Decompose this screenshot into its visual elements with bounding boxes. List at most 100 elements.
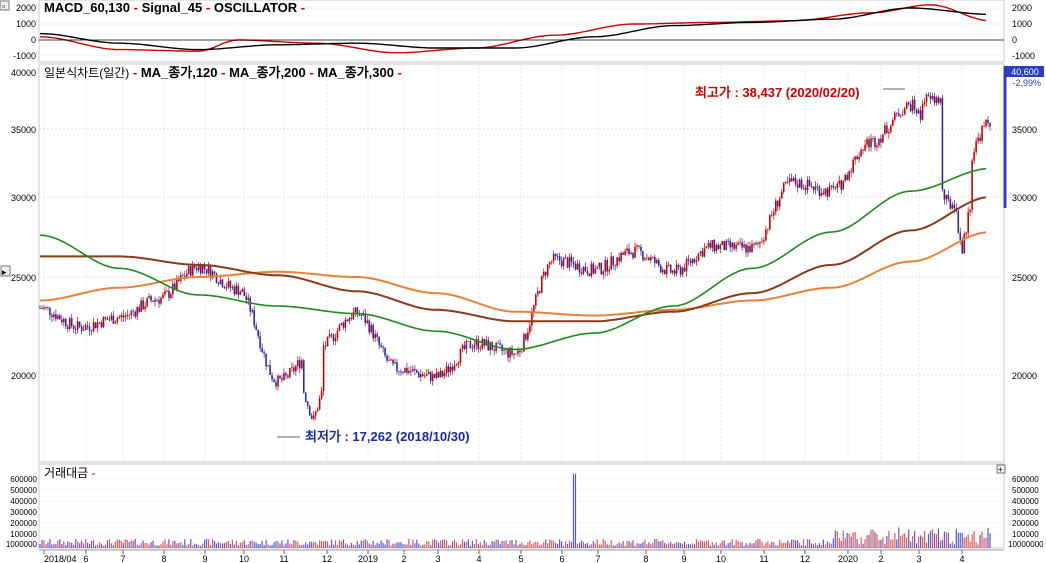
volume-bar	[549, 539, 551, 548]
volume-bar	[223, 542, 226, 548]
volume-bar	[445, 540, 448, 548]
candle-body	[418, 372, 420, 378]
volume-bar	[487, 545, 489, 548]
volume-bar	[301, 544, 303, 548]
volume-bar	[967, 534, 969, 548]
candle-body	[628, 248, 630, 255]
volume-bar	[293, 540, 295, 548]
candle-body	[207, 265, 210, 274]
candle-body	[763, 240, 765, 242]
volume-bar	[370, 544, 372, 548]
volume-bar	[47, 542, 49, 548]
volume-bar	[614, 545, 616, 548]
candle-body	[289, 368, 291, 378]
volume-bar	[311, 541, 313, 548]
volume-bar	[864, 539, 866, 548]
candle-body	[366, 320, 369, 323]
volume-bar	[977, 544, 979, 548]
volume-bar	[283, 544, 285, 548]
volume-bar	[572, 473, 575, 548]
volume-bar	[838, 537, 840, 548]
candle-body	[846, 175, 849, 180]
volume-bar	[394, 543, 396, 548]
candle-body	[84, 325, 87, 330]
volume-bar	[196, 544, 198, 548]
candle-body	[51, 315, 53, 318]
candle-body	[844, 175, 847, 181]
volume-bar	[455, 542, 458, 548]
candle-body	[195, 267, 198, 271]
volume-bar	[681, 543, 684, 548]
volume-bar	[432, 539, 434, 548]
candle-body	[285, 373, 287, 376]
candle-body	[120, 315, 123, 318]
candle-body	[933, 96, 936, 103]
candle-body	[961, 239, 964, 254]
volume-bar	[664, 542, 666, 548]
candle-body	[209, 265, 212, 279]
candle-body	[441, 370, 444, 377]
panel-resize-icon[interactable]: ▸	[0, 265, 11, 277]
candle-body	[703, 247, 706, 257]
candle-body	[463, 345, 466, 349]
volume-bar	[828, 542, 830, 548]
candle-body	[247, 297, 250, 301]
volume-bar	[467, 539, 469, 548]
volume-bar	[299, 544, 301, 548]
candle-body	[297, 360, 299, 367]
volume-bar	[491, 541, 493, 548]
volume-bar	[672, 543, 674, 548]
volume-bar	[697, 541, 700, 548]
candle-body	[973, 152, 975, 161]
volume-bar	[324, 540, 327, 548]
volume-bar	[188, 544, 190, 548]
candle-body	[927, 94, 930, 97]
candle-body	[687, 259, 690, 261]
volume-bar	[219, 543, 222, 548]
candle-body	[767, 228, 769, 230]
macd-right-tick: 1000	[1012, 19, 1032, 29]
volume-bar	[584, 543, 587, 548]
candle-body	[263, 351, 265, 354]
volume-bar	[489, 544, 491, 548]
candle-body	[630, 252, 632, 255]
candle-body	[318, 398, 321, 410]
volume-expand-icon[interactable]: +	[996, 464, 1006, 474]
volume-bar	[586, 543, 588, 548]
candle-body	[878, 138, 880, 146]
candle-body	[707, 242, 710, 247]
volume-bar	[935, 534, 938, 548]
volume-bar	[739, 542, 741, 548]
price-right-tick: 35000	[1012, 125, 1037, 135]
macd-collapse-icon[interactable]: ▫	[0, 0, 10, 11]
candle-body	[473, 345, 476, 349]
volume-bar	[334, 540, 337, 548]
volume-bar	[229, 543, 231, 548]
candle-body	[558, 256, 561, 261]
candle-body	[423, 375, 426, 377]
volume-bar	[822, 539, 825, 548]
candle-body	[554, 253, 557, 256]
candle-body	[350, 318, 353, 319]
candle-body	[94, 322, 97, 329]
volume-bar	[848, 533, 850, 548]
volume-bar	[729, 542, 731, 548]
volume-bar	[812, 544, 815, 548]
candle-body	[370, 324, 373, 333]
candle-body	[328, 334, 331, 337]
candle-body	[739, 242, 741, 244]
price-panel: 일본식차트(일간) - MA_종가,120 - MA_종가,200 - MA_종…	[0, 63, 1044, 463]
candle-body	[977, 137, 979, 142]
volume-bar	[156, 545, 158, 548]
candle-body	[757, 242, 759, 244]
volume-bar	[184, 539, 186, 548]
volume-bar	[372, 540, 374, 548]
x-axis: 2018/04 6 7 8 9 10 11 12 2019 2 3 4 5 6 7 8 9 10 11 12 2020 2…	[39, 549, 1004, 563]
candle-body	[525, 334, 527, 340]
volume-left-tick: 1000000	[6, 540, 38, 549]
candle-body	[634, 246, 636, 258]
candle-body	[659, 265, 662, 273]
volume-bar	[426, 541, 428, 548]
candle-body	[162, 294, 164, 298]
volume-right-tick: 400000	[1012, 497, 1039, 506]
